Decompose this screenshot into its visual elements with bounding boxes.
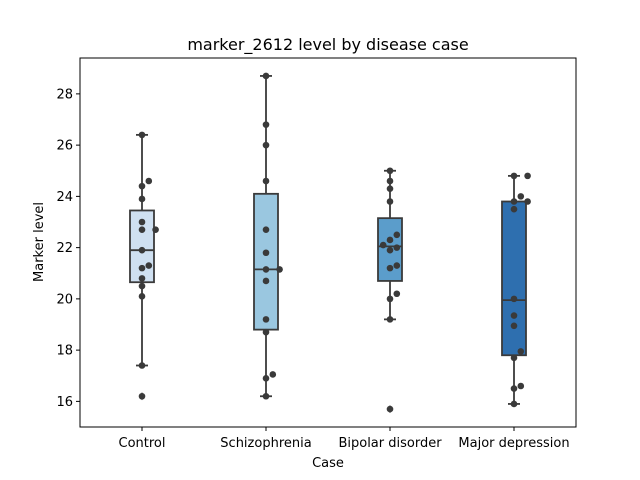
y-tick-label: 22 [56,241,73,256]
data-points [510,172,531,408]
data-point [517,348,525,355]
data-point [510,295,518,303]
data-point [386,405,394,413]
data-point [517,382,525,390]
data-point [138,131,146,139]
data-point [138,392,146,400]
box [253,192,279,331]
data-point [262,328,270,336]
data-point [262,177,270,185]
data-point [510,205,518,213]
data-point [524,172,531,180]
data-point [145,177,153,185]
data-point [393,262,401,269]
data-point [138,195,146,203]
data-point [262,392,270,400]
box [501,200,527,357]
y-axis-label: Marker level [32,202,47,282]
data-point [138,246,146,254]
data-point [510,385,518,392]
x-axis: Control Schizophrenia Bipolar disorder Majo… [119,427,570,451]
y-tick-label: 18 [56,344,73,359]
data-point [138,275,146,282]
data-point [269,371,277,378]
data-point [138,218,146,226]
data-point [262,121,270,128]
data-point [386,246,394,254]
data-point [138,362,146,369]
data-point [262,141,270,149]
data-points [262,72,283,400]
data-point [262,266,270,273]
data-points [379,167,401,413]
data-point [276,266,283,273]
data-point [262,375,270,382]
y-tick-label: 24 [56,190,73,205]
data-point [138,293,146,300]
data-point [262,316,270,323]
chart-title: marker_2612 level by disease case [187,35,468,55]
y-tick-label: 28 [56,87,73,102]
box-group [501,174,527,405]
data-point [386,185,394,192]
data-point [138,282,146,290]
data-point [510,322,518,330]
data-point [262,249,270,257]
data-point [393,231,401,239]
data-points [138,131,159,400]
y-tick-label: 26 [56,139,73,154]
data-point [510,312,518,319]
data-point [386,316,394,323]
plot-area [129,72,531,414]
box-group [253,75,279,398]
data-point [510,400,518,408]
plot-frame [79,57,577,428]
data-point [138,182,146,190]
y-tick-label: 20 [56,292,73,307]
x-tick-label: Schizophrenia [220,436,311,451]
data-point [510,172,518,180]
x-axis-label: Case [312,456,344,471]
data-point [145,262,153,269]
data-point [524,198,531,205]
data-point [138,226,146,233]
data-point [393,244,401,251]
data-point [386,264,394,272]
data-point [262,72,270,80]
data-point [393,290,401,298]
data-point [262,226,270,233]
x-tick-label: Control [119,436,166,451]
x-tick-label: Bipolar disorder [338,436,442,451]
data-point [152,226,159,233]
y-tick-label: 16 [56,395,73,410]
data-point [510,198,518,205]
data-point [517,193,525,200]
data-point [386,236,394,244]
data-point [510,354,518,362]
data-point [386,167,394,175]
data-point [262,277,270,285]
data-point [379,241,387,249]
y-axis: 16 18 20 22 24 26 28 [56,87,80,410]
data-point [138,264,146,272]
data-point [386,295,394,303]
data-point [386,177,394,185]
data-point [386,198,394,205]
x-tick-label: Major depression [458,436,569,451]
